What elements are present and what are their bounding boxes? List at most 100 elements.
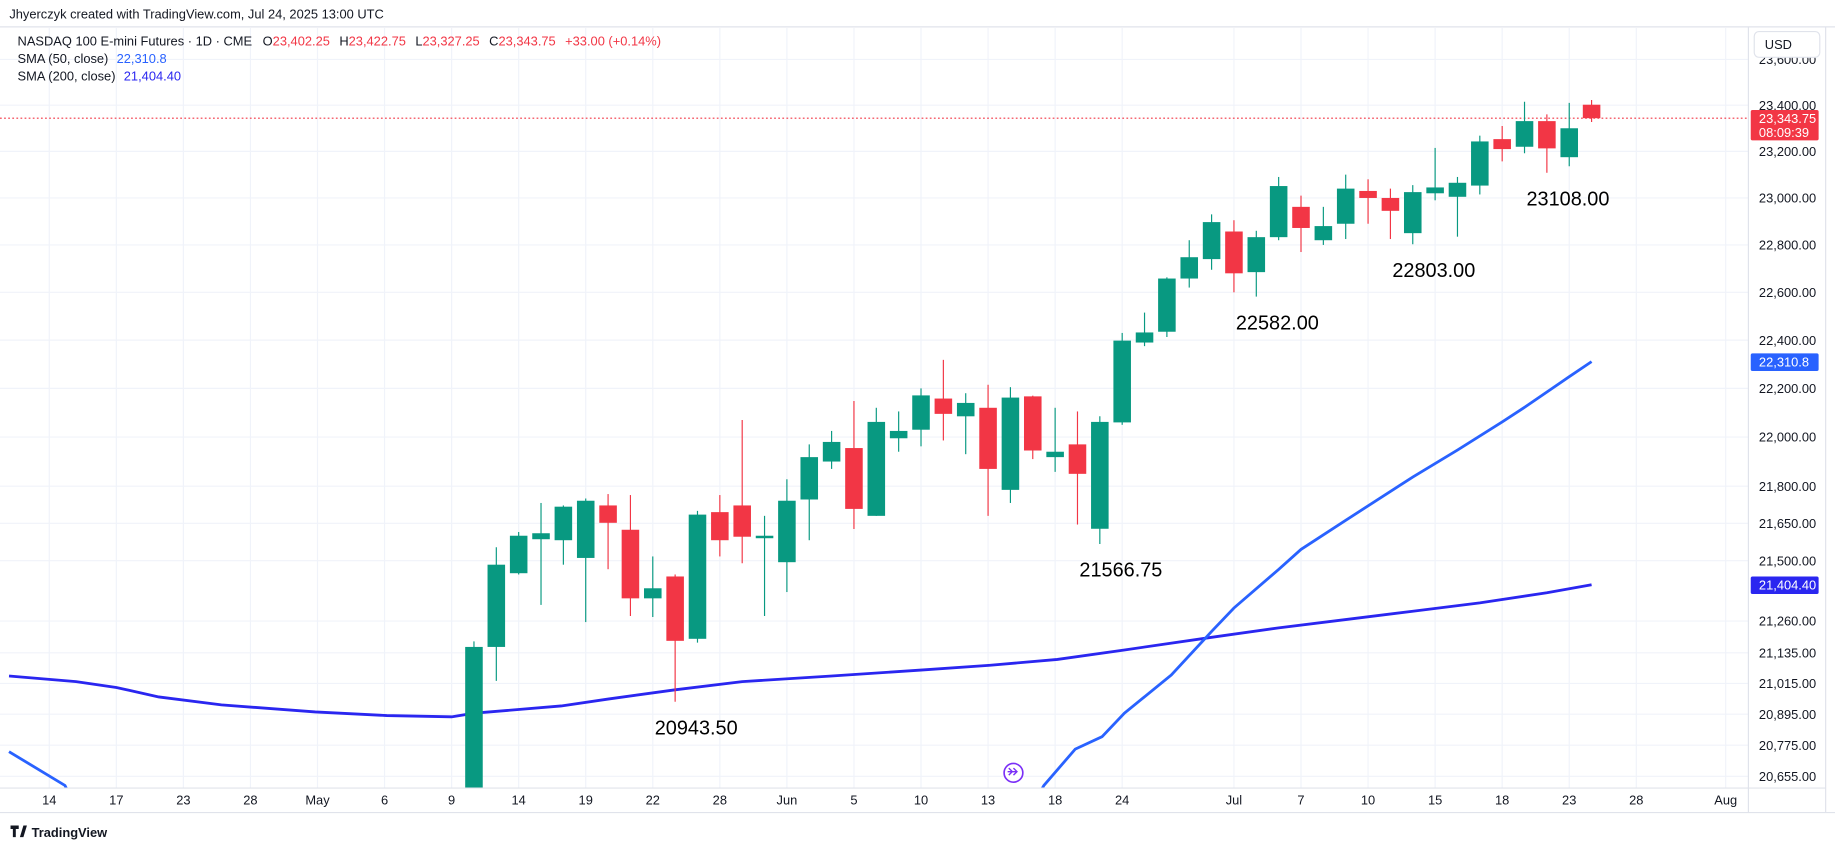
candle-up — [1091, 416, 1109, 545]
candle-up — [1269, 176, 1288, 241]
last-price-badge-bg — [1750, 109, 1819, 141]
candle-up — [1314, 206, 1333, 245]
candle-body — [621, 529, 640, 599]
plot-area[interactable]: 20943.50 21566.75 22582.00 22803.00 23108.00 — [0, 100, 1749, 843]
sma200-value: 21,404.40 — [124, 69, 181, 84]
sma50-badge-text: 22,310.8 — [1759, 354, 1809, 369]
candle-body — [1068, 444, 1087, 474]
time-tick-label: Jul — [1226, 792, 1242, 807]
price-tick-label: 21,650.00 — [1759, 516, 1816, 531]
candle-down — [599, 494, 617, 570]
candle-up — [912, 388, 930, 447]
price-annotation: 20943.50 — [655, 717, 738, 739]
candle-up — [532, 502, 550, 605]
time-tick-label: May — [305, 792, 330, 807]
grid — [0, 28, 1749, 789]
price-annotation: 22582.00 — [1236, 312, 1319, 334]
candle-body — [979, 407, 997, 469]
candle-body — [956, 402, 975, 417]
candle-down — [666, 574, 684, 702]
scroll-to-realtime-button[interactable] — [1003, 762, 1024, 784]
candle-down — [711, 495, 729, 557]
annotations: 20943.50 21566.75 22582.00 22803.00 23108.00 — [655, 189, 1610, 740]
price-tick-label: 22,000.00 — [1759, 430, 1816, 445]
time-tick-label: 23 — [1562, 792, 1576, 807]
candle-down — [1538, 114, 1556, 173]
scroll-forward-icon — [1003, 762, 1024, 784]
time-tick-label: 10 — [1361, 792, 1375, 807]
candle-body — [644, 588, 662, 599]
candle-body — [1269, 186, 1288, 238]
candle-body — [1471, 141, 1489, 186]
candle-up — [465, 641, 483, 789]
time-axis[interactable]: 14 17 23 28 May 6 9 14 19 22 28 Jun 5 10 13 18 24 Jul 7 10 1… — [42, 792, 1737, 807]
candle-body — [822, 441, 841, 462]
close-label: C — [489, 34, 498, 49]
candle-body — [1113, 340, 1131, 423]
price-tick-label: 23,200.00 — [1759, 144, 1816, 159]
time-tick-label: 7 — [1297, 792, 1304, 807]
candle-up — [1448, 176, 1467, 237]
candle-body — [1247, 237, 1266, 273]
candle-body — [554, 506, 573, 541]
sma50-value: 22,310.8 — [117, 51, 167, 66]
time-tick-label: 10 — [914, 792, 928, 807]
currency-button[interactable]: USD — [1753, 30, 1821, 58]
price-tick-label: 21,015.00 — [1759, 676, 1816, 691]
candle-body — [778, 500, 796, 563]
sma50-legend[interactable]: SMA (50, close) 22,310.8 — [18, 51, 167, 66]
time-tick-label: 19 — [579, 792, 593, 807]
candle-up — [755, 515, 774, 617]
price-tick-label: 23,400.00 — [1759, 98, 1816, 113]
candle-body — [711, 512, 729, 541]
candle-body — [1135, 332, 1154, 343]
candle-up — [576, 498, 595, 623]
candle-up — [1135, 312, 1154, 347]
sma50-label: SMA (50, close) — [18, 51, 109, 66]
candle-body — [1225, 231, 1243, 274]
candle-up — [1247, 230, 1266, 297]
candle-body — [934, 398, 953, 414]
candle-body — [1403, 192, 1422, 234]
low-label: L — [415, 34, 422, 49]
candle-up — [778, 479, 796, 593]
candle-body — [1426, 187, 1444, 194]
time-tick-label: Jun — [777, 792, 798, 807]
candle-body — [576, 500, 595, 558]
time-tick-label: 17 — [109, 792, 123, 807]
candle-up — [889, 411, 908, 452]
candle-body — [1158, 278, 1176, 332]
candle-down — [845, 400, 863, 530]
last-price-badge-text: 08:09:39 — [1759, 125, 1809, 140]
time-tick-label: 23 — [176, 792, 190, 807]
time-tick-label: 28 — [243, 792, 257, 807]
candle-down — [1493, 125, 1511, 162]
candle-body — [666, 576, 684, 641]
time-tick-label: 5 — [850, 792, 857, 807]
candle-up — [554, 505, 573, 565]
last-price-badge-text: 23,343.75 — [1759, 111, 1816, 126]
candle-body — [599, 505, 617, 523]
candle-down — [979, 384, 997, 516]
candle-up — [1403, 185, 1422, 245]
price-tick-label: 21,800.00 — [1759, 479, 1816, 494]
price-tick-label: 22,600.00 — [1759, 285, 1816, 300]
candle-up — [1180, 240, 1199, 288]
candle-up — [509, 531, 528, 575]
price-tick-label: 21,260.00 — [1759, 614, 1816, 629]
candle-down — [934, 359, 953, 441]
candle-down — [1582, 100, 1601, 122]
candle-body — [867, 421, 886, 516]
candle-body — [688, 514, 707, 639]
candle-body — [800, 457, 819, 500]
tradingview-logo[interactable]: TradingView — [10, 825, 109, 840]
sma200-badge-bg — [1750, 576, 1819, 595]
price-axis[interactable]: 23,600.0023,400.0023,200.0023,000.0022,8… — [1759, 52, 1816, 784]
price-tick-label: 22,200.00 — [1759, 381, 1816, 396]
candle-down — [1023, 395, 1042, 460]
sma200-legend[interactable]: SMA (200, close) 21,404.40 — [18, 69, 181, 84]
candle-body — [1336, 188, 1355, 224]
candle-up — [1113, 332, 1131, 425]
